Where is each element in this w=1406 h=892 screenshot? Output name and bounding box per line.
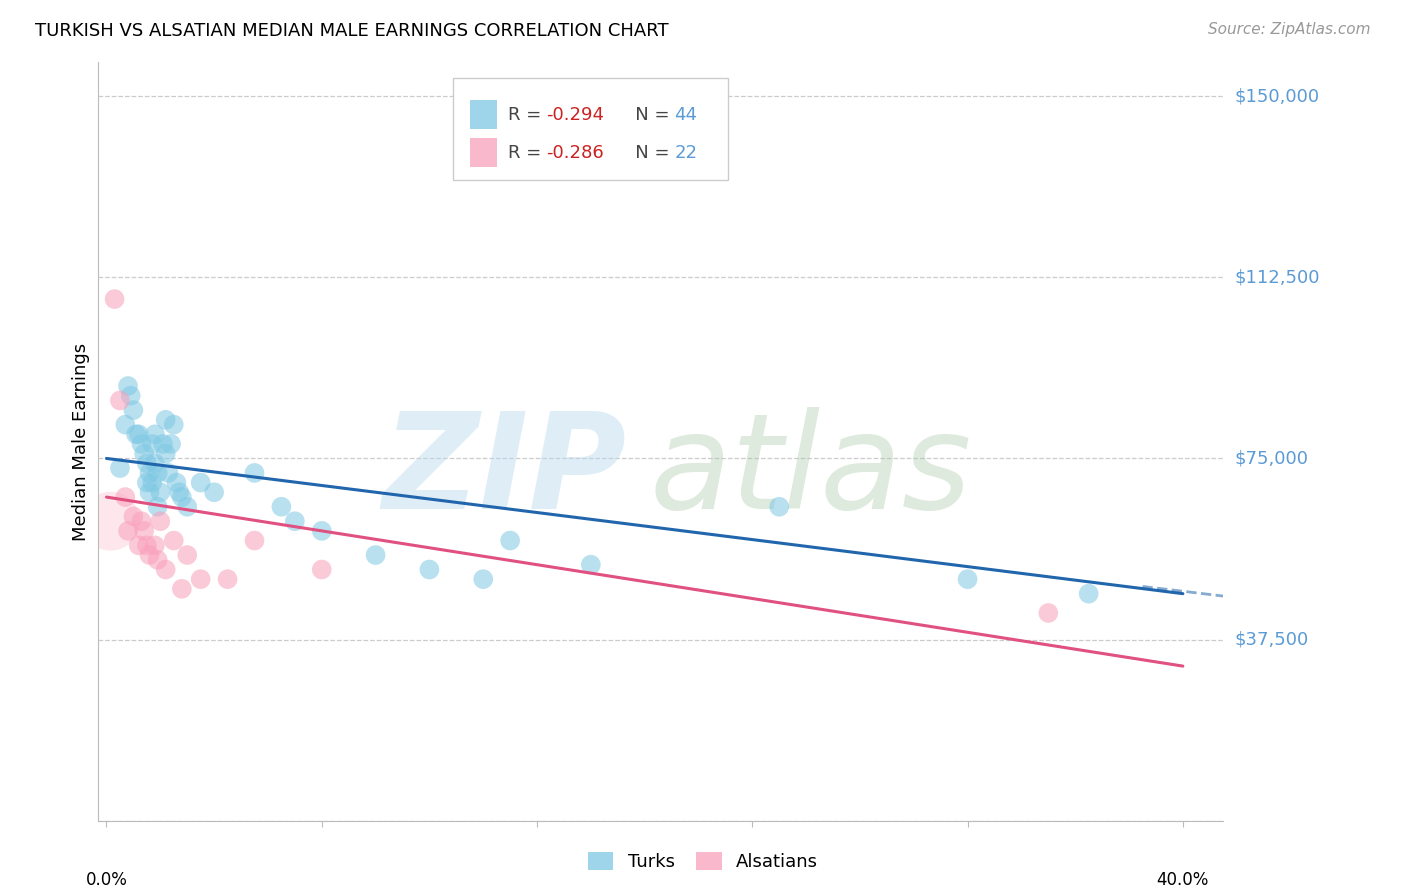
Point [143,427,166,442]
Point [1077,587,1099,601]
Text: R =: R = [508,144,547,161]
Text: $37,500: $37,500 [1234,631,1309,648]
Text: 44: 44 [675,106,697,124]
Text: Source: ZipAtlas.com: Source: ZipAtlas.com [1208,22,1371,37]
Point [138,485,160,500]
Point [166,475,188,490]
Point [143,456,166,470]
Point [135,456,157,470]
Point [125,427,148,442]
Point [155,562,177,576]
Point [122,509,145,524]
FancyBboxPatch shape [453,78,728,180]
Point [163,417,186,432]
Point [284,514,307,528]
Bar [470,101,496,129]
Point [141,437,163,451]
Point [108,461,131,475]
Point [167,485,190,500]
Point [270,500,292,514]
Point [120,389,142,403]
Text: R =: R = [508,106,547,124]
Point [149,514,172,528]
Point [138,548,160,562]
Bar [470,138,496,167]
Point [472,572,495,586]
Point [103,292,125,306]
Point [152,437,174,451]
Point [155,447,177,461]
Point [108,393,131,408]
Point [170,582,193,596]
Point [202,485,225,500]
Point [190,572,212,586]
Text: $150,000: $150,000 [1234,87,1319,105]
Point [243,533,266,548]
Point [134,524,156,538]
Point [163,533,186,548]
Point [311,524,333,538]
Text: 0.0%: 0.0% [86,871,128,889]
Point [176,548,198,562]
Point [146,466,169,480]
Point [114,417,136,432]
Point [499,533,522,548]
Point [117,524,139,538]
Point [146,553,169,567]
Point [128,538,150,552]
Text: N =: N = [619,106,675,124]
Point [217,572,239,586]
Point [131,514,153,528]
Point [131,437,153,451]
Point [190,475,212,490]
Point [149,485,172,500]
Point [768,500,790,514]
Point [364,548,387,562]
Text: $112,500: $112,500 [1234,268,1320,286]
Text: TURKISH VS ALSATIAN MEDIAN MALE EARNINGS CORRELATION CHART: TURKISH VS ALSATIAN MEDIAN MALE EARNINGS… [35,22,669,40]
Point [135,538,157,552]
Text: $75,000: $75,000 [1234,450,1309,467]
Point [418,562,440,576]
Point [122,403,145,417]
Point [128,427,150,442]
Text: -0.294: -0.294 [546,106,605,124]
Point [100,514,122,528]
Point [311,562,333,576]
Point [134,447,156,461]
Point [114,490,136,504]
Point [176,500,198,514]
Point [138,466,160,480]
Text: 40.0%: 40.0% [1157,871,1209,889]
Point [143,538,166,552]
Point [579,558,602,572]
Point [117,379,139,393]
Point [243,466,266,480]
Text: atlas: atlas [650,407,972,537]
Point [160,437,183,451]
Y-axis label: Median Male Earnings: Median Male Earnings [72,343,90,541]
Point [146,500,169,514]
Text: N =: N = [619,144,675,161]
Legend: Turks, Alsatians: Turks, Alsatians [581,846,825,879]
Text: 22: 22 [675,144,697,161]
Point [135,475,157,490]
Point [155,413,177,427]
Point [141,475,163,490]
Point [956,572,979,586]
Point [170,490,193,504]
Point [157,466,180,480]
Text: ZIP: ZIP [382,407,627,537]
Text: -0.286: -0.286 [546,144,603,161]
Point [1038,606,1060,620]
